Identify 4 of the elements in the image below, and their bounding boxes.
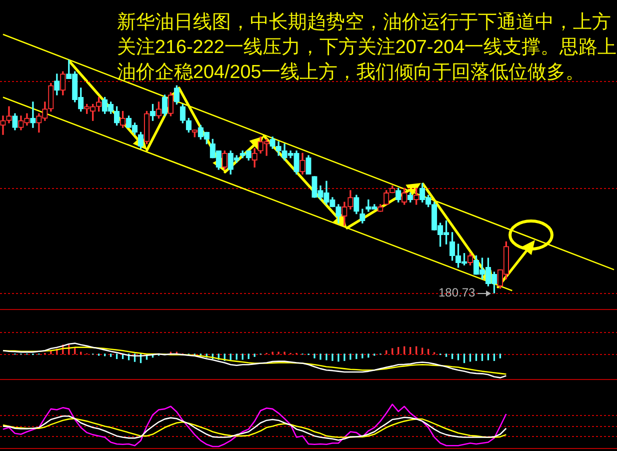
candlestick bbox=[30, 102, 36, 128]
chart-title: 新华油日线图，中长期趋势空，油价运行于下通道中，上方关注216-222一线压力，下方关注207-204一线支撑。思路上油价企稳204/205一线上方，我们倾向于回落低位做多。 bbox=[117, 11, 617, 85]
annotation: 180.73 bbox=[438, 285, 476, 300]
candlestick bbox=[0, 116, 6, 135]
